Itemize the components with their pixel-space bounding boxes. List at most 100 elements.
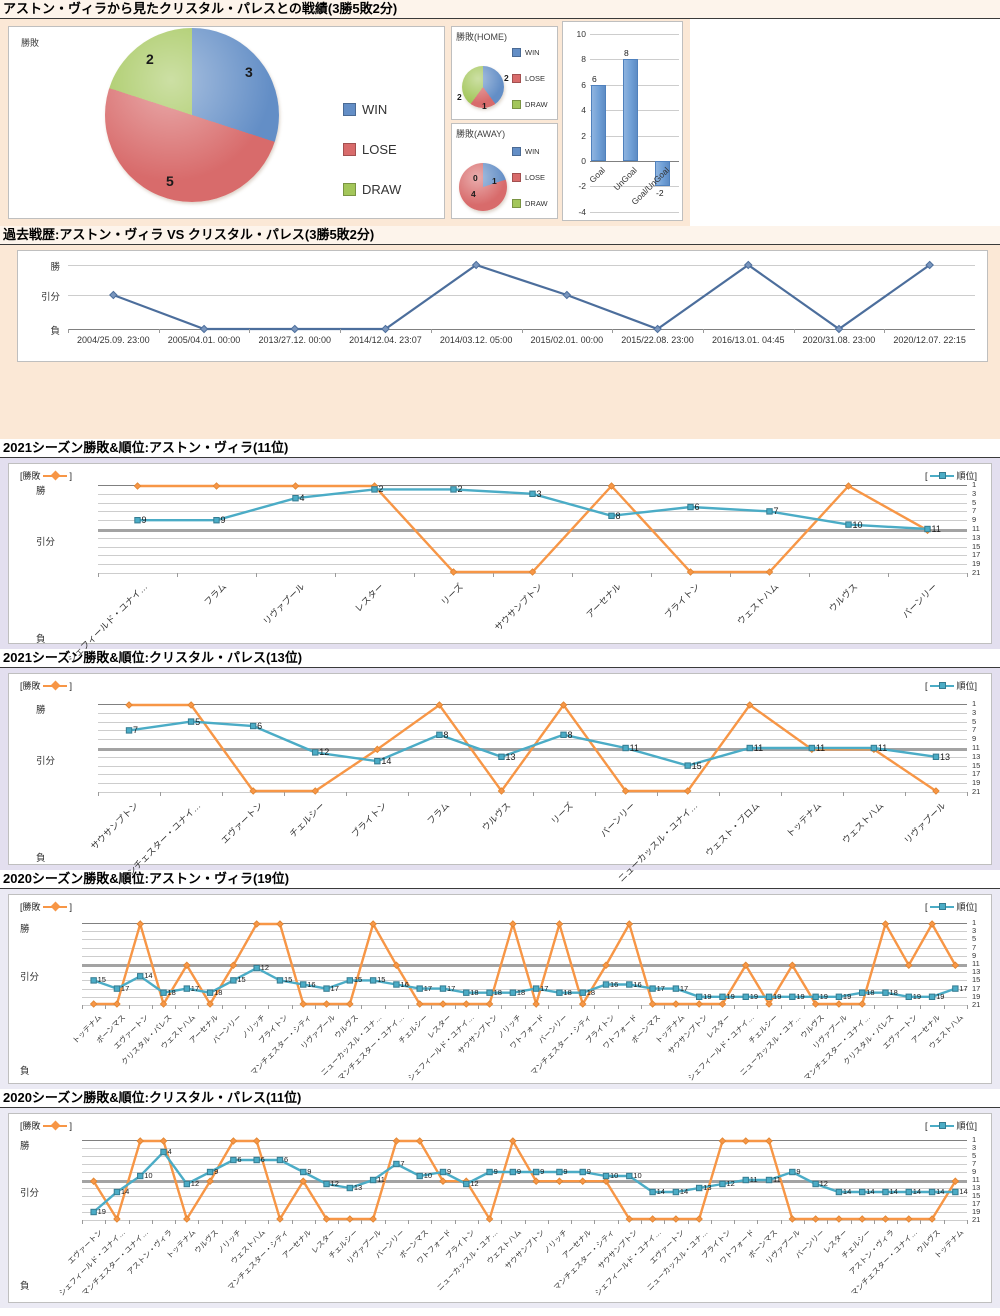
axis-tick	[408, 792, 410, 796]
rank-value-label: 9	[141, 515, 147, 526]
rank-value-label: 10	[610, 1171, 619, 1180]
pie-value-label: 2	[504, 73, 509, 84]
axis-tick	[730, 573, 731, 577]
axis-tick	[477, 1220, 479, 1224]
draw-swatch	[512, 99, 521, 109]
section-title: アストン・ヴィラから見たクリスタル・パレスとの戦績(3勝5敗2分)	[0, 0, 1000, 19]
lose-label: 負	[36, 634, 46, 645]
axis-tick	[904, 792, 906, 796]
rank-gridline	[82, 988, 967, 990]
rank-axis-label: 9	[972, 1167, 977, 1176]
history-axis-tick	[793, 329, 795, 333]
legend-label: DRAW	[362, 181, 402, 197]
axis-tick	[177, 573, 178, 577]
lose-label: 負	[36, 853, 46, 864]
history-panel: 勝引分負 2004/25.09. 23:00 2005/04.01. 00:00 20…	[0, 245, 1000, 439]
bar	[590, 84, 606, 161]
axis-tick	[198, 1005, 200, 1009]
rank-gridline	[82, 931, 967, 933]
rank-axis-label: 19	[972, 991, 981, 1001]
rank-gridline	[98, 520, 967, 522]
rank-value-label: 4	[167, 1147, 172, 1156]
rank-gridline	[82, 1212, 967, 1213]
opponent-label: ウルヴス	[827, 581, 860, 614]
axis-tick	[221, 1220, 223, 1224]
rank-value-label: 2	[378, 484, 384, 495]
rank-value-label: 16	[307, 979, 316, 989]
pie-title: 勝敗(HOME)	[456, 32, 507, 42]
win-label: 勝	[20, 1141, 30, 1152]
rank-axis-label: 7	[972, 506, 977, 516]
axis-tick	[245, 1005, 247, 1009]
rank-axis-label: 3	[972, 707, 977, 717]
rank-value-label: 10	[144, 1171, 153, 1180]
rank-axis-label: 15	[972, 760, 981, 770]
series-legend-rank: [ 順位]	[924, 902, 977, 912]
axis-tick	[477, 1005, 479, 1009]
axis-tick	[284, 792, 286, 796]
rank-value-label: 14	[144, 971, 153, 981]
axis-tick	[850, 1220, 852, 1224]
rank-axis-label: 11	[972, 1175, 980, 1184]
axis-tick	[105, 1005, 107, 1009]
history-line-chart: 勝引分負 2004/25.09. 23:00 2005/04.01. 00:00 20…	[17, 250, 988, 362]
rank-axis-label: 5	[972, 716, 977, 726]
rank-value-label: 9	[307, 1167, 312, 1176]
axis-tick	[734, 1005, 736, 1009]
lose-swatch	[343, 142, 356, 156]
bar-gridline	[590, 161, 679, 162]
rank-value-label: 14	[912, 1187, 922, 1196]
rank-value-label: 6	[694, 502, 700, 512]
rank-value-label: 19	[773, 991, 782, 1001]
pie-value-label: 5	[166, 172, 174, 189]
rank-value-label: 11	[931, 524, 941, 534]
rank-axis-label: 13	[972, 751, 981, 761]
season-chart-card: [勝敗 ] [ 順位] 1 3 5 7 9 11 13 15 17 19 21 勝引分負 19 エヴァート…	[8, 1113, 992, 1303]
rank-gridline	[82, 1156, 967, 1157]
axis-tick	[532, 792, 534, 796]
rank-gridline	[82, 1204, 967, 1205]
series-legend-rank: [ 順位]	[924, 1121, 977, 1131]
rank-value-label: 14	[866, 1187, 875, 1196]
axis-tick	[384, 1220, 386, 1224]
opponent-label: サウサンプトン	[89, 800, 141, 852]
section-history: 過去戦歴:アストン・ヴィラ VS クリスタル・パレス(3勝5敗2分) 勝引分負 2…	[0, 226, 1000, 439]
rank-value-label: 7	[133, 725, 139, 736]
rank-gridline	[98, 537, 967, 539]
legend-label: LOSE	[362, 141, 397, 157]
axis-tick	[651, 573, 652, 577]
pie-card-home: 勝敗(HOME) WIN LOSE DRAW 2 1 2	[451, 26, 558, 120]
head-to-head-panel: 勝敗 WIN LOSE DRAW 3 5 2 勝敗(HOME) WIN LOSE D…	[0, 19, 690, 226]
rank-value-label: 19	[726, 991, 735, 1001]
result-series-marker-icon	[43, 901, 68, 912]
legend-item-lose: LOSE	[512, 164, 548, 190]
rank-value-label: 8	[443, 729, 449, 740]
pie-gloss	[105, 28, 279, 202]
section-season-palace-2021: 2021シーズン勝敗&順位:クリスタル・パレス(13位) [勝敗 ] [ 順位]…	[0, 649, 1000, 884]
rank-value-label: 8	[567, 729, 573, 740]
rank-value-label: 18	[866, 987, 875, 997]
rank-value-label: 10	[423, 1171, 433, 1180]
season-chart-card: [勝敗 ] [ 順位] 1 3 5 7 9 11 13 15 17 19 21 勝引分負 15 トッテナム…	[8, 894, 992, 1084]
history-date-label: 2013/27.12. 00:00	[258, 335, 332, 345]
axis-tick	[718, 792, 720, 796]
axis-tick	[454, 1005, 456, 1009]
rank-value-label: 17	[330, 983, 339, 993]
legend-item-draw: DRAW	[512, 91, 548, 117]
season-plot-area: 1 3 5 7 9 11 13 15 17 19 21 勝引分負 15 トッテナム 17 ボーンマス 14 エヴァ…	[20, 919, 980, 1083]
legend-label: DRAW	[525, 198, 548, 208]
axis-tick	[361, 1005, 363, 1009]
axis-tick	[617, 1220, 619, 1224]
draw-label: 引分	[36, 756, 56, 768]
rank-value-label: 10	[633, 1171, 642, 1180]
home-record-pie	[462, 66, 504, 108]
axis-tick	[803, 1005, 805, 1009]
rank-gridline	[82, 972, 967, 974]
rank-axis-label: 15	[972, 1191, 981, 1200]
history-axis-tick	[158, 329, 160, 333]
axis-tick	[128, 1220, 130, 1224]
rank-value-label: 6	[257, 721, 263, 731]
section-head-to-head: アストン・ヴィラから見たクリスタル・パレスとの戦績(3勝5敗2分) 勝敗 WIN…	[0, 0, 1000, 226]
axis-tick	[361, 1220, 363, 1224]
axis-tick	[98, 573, 99, 577]
